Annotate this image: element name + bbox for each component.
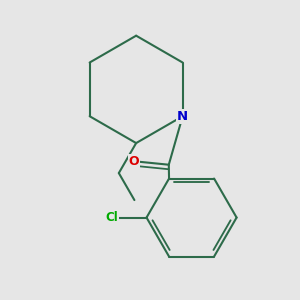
Text: O: O [129, 155, 140, 168]
Text: Cl: Cl [106, 211, 118, 224]
Text: N: N [177, 110, 188, 123]
